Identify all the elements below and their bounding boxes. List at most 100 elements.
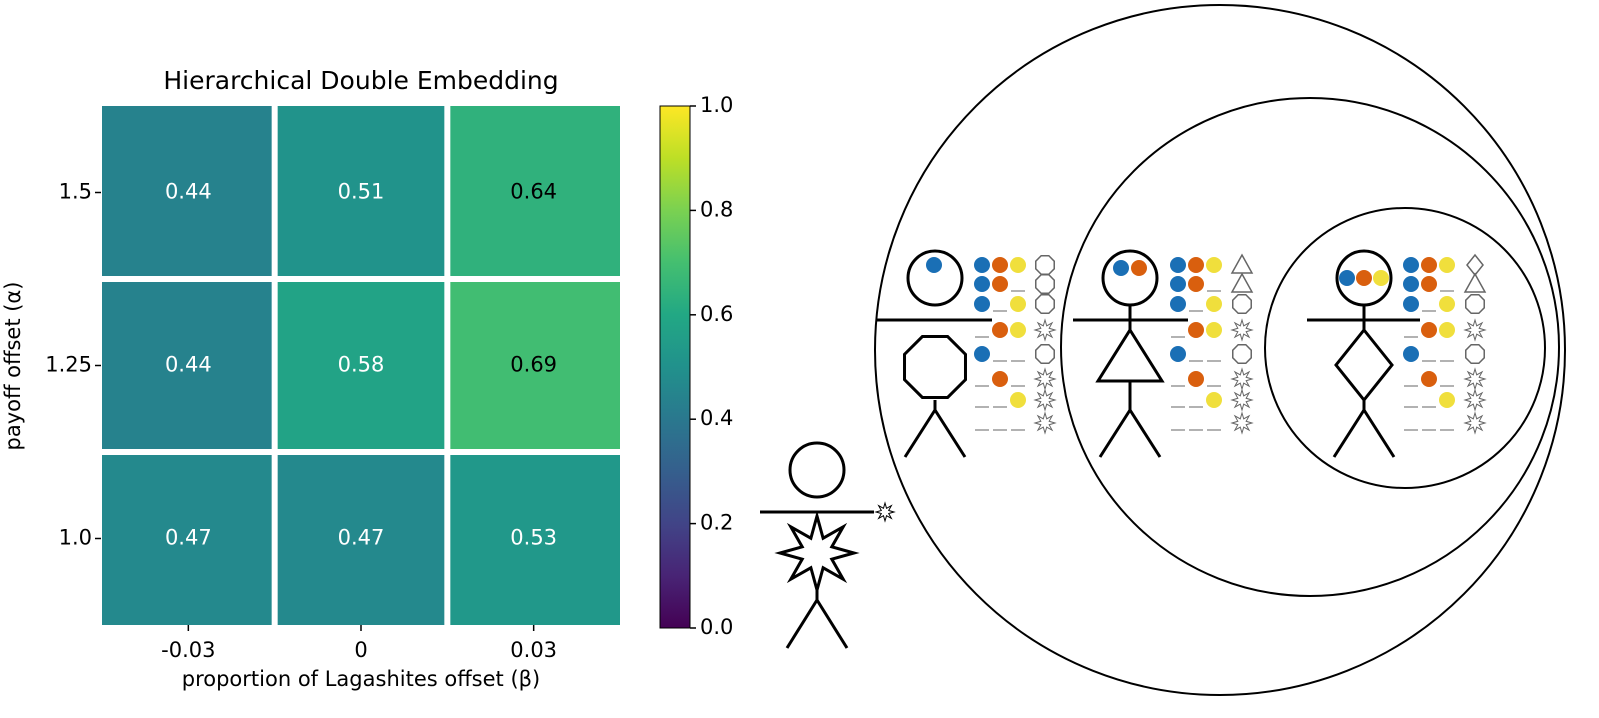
dot [926,257,942,273]
dot [1010,322,1026,338]
cell-label: 0.64 [510,180,557,204]
star-body [774,510,860,596]
octagon-icon [1035,294,1055,314]
dot [1339,270,1355,286]
colorbar [659,105,691,629]
heatmap-cell [102,455,272,625]
cell-label: 0.53 [510,526,557,550]
dot [992,257,1008,273]
octagon-icon [1035,255,1055,275]
dot [1356,270,1372,286]
dot [1206,296,1222,312]
chart-title: Hierarchical Double Embedding [163,66,558,95]
leg [933,409,967,458]
dot [1373,270,1389,286]
dot [1206,257,1222,273]
leg [815,599,849,649]
heatmap-cell [277,455,445,625]
dot [992,322,1008,338]
cell-label: 0.47 [165,526,212,550]
dot [1439,296,1455,312]
head [906,249,964,307]
cell-label: 0.69 [510,353,557,377]
colorbar-tick-label: 0.6 [700,302,733,326]
x-tick-label: 0.03 [510,638,557,662]
dot [1010,257,1026,273]
cell-label: 0.44 [165,180,212,204]
heatmap-cell [102,106,272,276]
dot [1439,392,1455,408]
heatmap-cell [277,106,445,276]
x-tick-label: -0.03 [161,638,215,662]
dot [1421,276,1437,292]
leg [1098,409,1132,458]
heatmap-cell [450,106,620,276]
dot [1403,276,1419,292]
cell-label: 0.51 [338,180,385,204]
dot [1421,322,1437,338]
octagon-icon [1465,294,1485,314]
star-icon [1463,367,1487,391]
x-tick-label: 0 [354,638,367,662]
cell-label: 0.58 [338,353,385,377]
star-icon [1033,367,1057,391]
dot [1439,322,1455,338]
inner-circle [1264,207,1546,489]
y-axis-label: payoff offset (α) [1,282,25,451]
colorbar-tick-label: 0.8 [700,197,733,221]
triangle-icon [1230,253,1254,274]
dot [1170,296,1186,312]
y-tick-label: 1.0 [59,526,92,550]
star-icon [1033,318,1057,342]
colorbar-tick-label: 0.0 [700,615,733,639]
colorbar-tick-label: 0.4 [700,406,733,430]
dot [1206,322,1222,338]
octagon-icon [1465,344,1485,364]
triangle-icon [1463,272,1487,293]
dot [1113,260,1129,276]
leg [785,599,819,649]
triangle-body [1095,327,1165,383]
octagon-icon [1232,294,1252,314]
dot [1188,371,1204,387]
star-icon [1463,411,1487,435]
triangle-icon [1230,272,1254,293]
dot [1188,257,1204,273]
leg [1362,409,1396,458]
x-axis-label: proportion of Lagashites offset (β) [182,667,540,691]
dot [974,296,990,312]
dot [1403,257,1419,273]
y-tick-label: 1.5 [59,180,92,204]
colorbar-tick-label: 1.0 [700,93,733,117]
octagon-icon [1035,274,1055,294]
y-tick-label: 1.25 [45,353,92,377]
heatmap-cell [102,282,272,449]
diamond-icon [1466,253,1484,277]
leg [1332,409,1366,458]
head [1101,249,1159,307]
star-icon [1230,367,1254,391]
dot [1010,392,1026,408]
dot [992,276,1008,292]
star-icon [1033,388,1057,412]
dot [1403,346,1419,362]
star-icon [1230,411,1254,435]
head [788,441,846,499]
dot [974,346,990,362]
octagon-body [903,335,967,399]
dot [1170,257,1186,273]
leg [903,409,937,458]
dot [1170,276,1186,292]
star-icon [1230,318,1254,342]
embedding-diagram [760,4,1566,696]
dot [974,257,990,273]
dot [1403,296,1419,312]
star-icon [1033,411,1057,435]
outer-circle [874,4,1566,696]
star-icon [1463,318,1487,342]
dot [1421,257,1437,273]
star-icon [1463,388,1487,412]
dot [1188,276,1204,292]
small-star [874,501,896,523]
cell-label: 0.44 [165,353,212,377]
